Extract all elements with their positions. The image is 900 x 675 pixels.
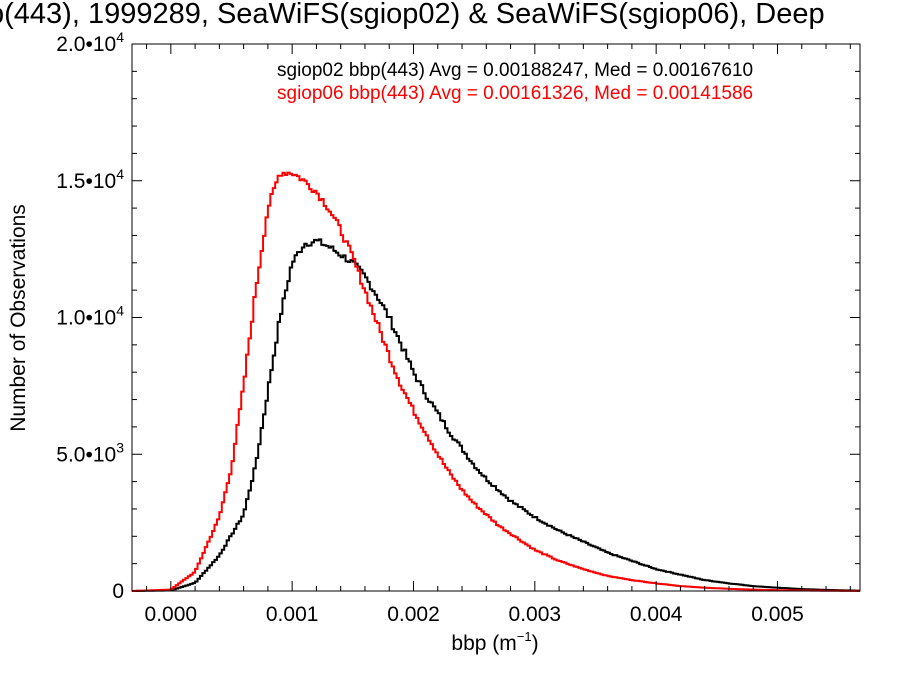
- y-axis-title: Number of Observations: [7, 204, 30, 432]
- legend: sgiop02 bbp(443) Avg = 0.00188247, Med =…: [277, 60, 753, 104]
- x-axis-title: bbp (m−1): [451, 629, 538, 655]
- x-tick-label: 0.000: [145, 603, 198, 626]
- y-tick-label: 1.5•104: [56, 166, 124, 193]
- x-axis-title-close: ): [532, 632, 539, 655]
- series-line-2: [132, 171, 860, 592]
- y-axis: 0 5.0•103 1.0•104 1.5•104 2.0•104: [56, 29, 860, 603]
- x-tick-label: 0.004: [630, 603, 683, 626]
- x-tick-label: 0.001: [266, 603, 319, 626]
- y-tick-label: 1.0•104: [56, 303, 124, 330]
- legend-entry-2: sgiop06 bbp(443) Avg = 0.00161326, Med =…: [277, 83, 753, 104]
- chart-title: p(443), 1999289, SeaWiFS(sgiop02) & SeaW…: [0, 0, 900, 31]
- series-line-1: [132, 238, 860, 592]
- y-tick-label: 0: [112, 580, 124, 603]
- x-axis: 0.000 0.001 0.002 0.003 0.004 0.005: [145, 44, 851, 626]
- legend-entry-1: sgiop02 bbp(443) Avg = 0.00188247, Med =…: [277, 60, 753, 81]
- series-layer: [132, 171, 860, 592]
- x-tick-label: 0.002: [387, 603, 440, 626]
- plot-frame: [131, 43, 861, 592]
- x-tick-label: 0.003: [509, 603, 562, 626]
- x-tick-label: 0.005: [751, 603, 804, 626]
- chart-title-text: p(443), 1999289, SeaWiFS(sgiop02) & SeaW…: [0, 0, 825, 30]
- y-tick-label: 5.0•103: [56, 439, 124, 466]
- x-axis-title-superscript: −1: [517, 629, 532, 644]
- y-tick-label: 2.0•104: [56, 29, 124, 56]
- x-axis-title-text: bbp (m: [451, 632, 516, 655]
